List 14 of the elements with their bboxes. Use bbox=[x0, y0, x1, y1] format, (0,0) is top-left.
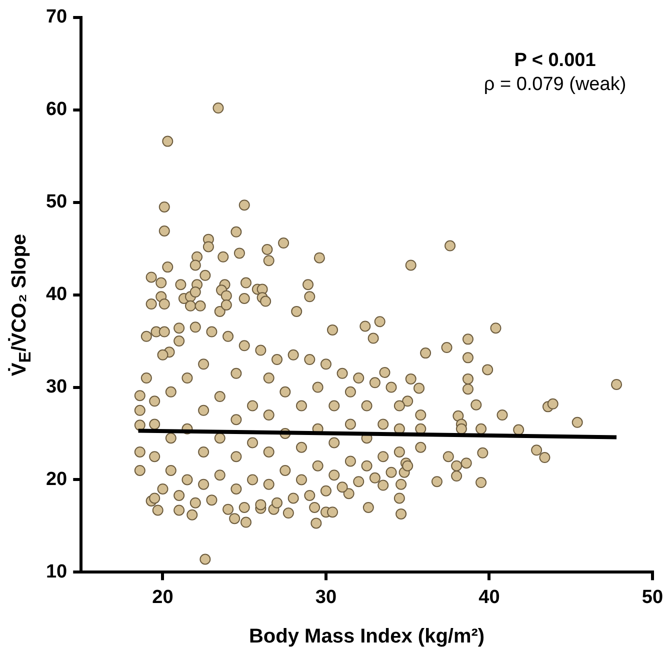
y-tick-label: 30 bbox=[46, 376, 68, 398]
y-tick-label: 20 bbox=[46, 468, 68, 490]
x-tick-label: 50 bbox=[642, 586, 664, 608]
x-tick-label: 30 bbox=[315, 586, 337, 608]
annotation: ρ = 0.079 (weak) bbox=[484, 74, 626, 96]
x-axis-title: Body Mass Index (kg/m²) bbox=[248, 626, 485, 648]
x-tick-label: 20 bbox=[152, 586, 174, 608]
x-tick-label: 40 bbox=[478, 586, 500, 608]
y-tick-label: 60 bbox=[46, 99, 68, 120]
annotation: P < 0.001 bbox=[514, 50, 596, 72]
y-tick-label: 10 bbox=[46, 561, 68, 582]
y-tick-label: 50 bbox=[46, 192, 68, 213]
y-tick-label: 70 bbox=[46, 6, 68, 28]
y-tick-label: 40 bbox=[46, 284, 68, 306]
